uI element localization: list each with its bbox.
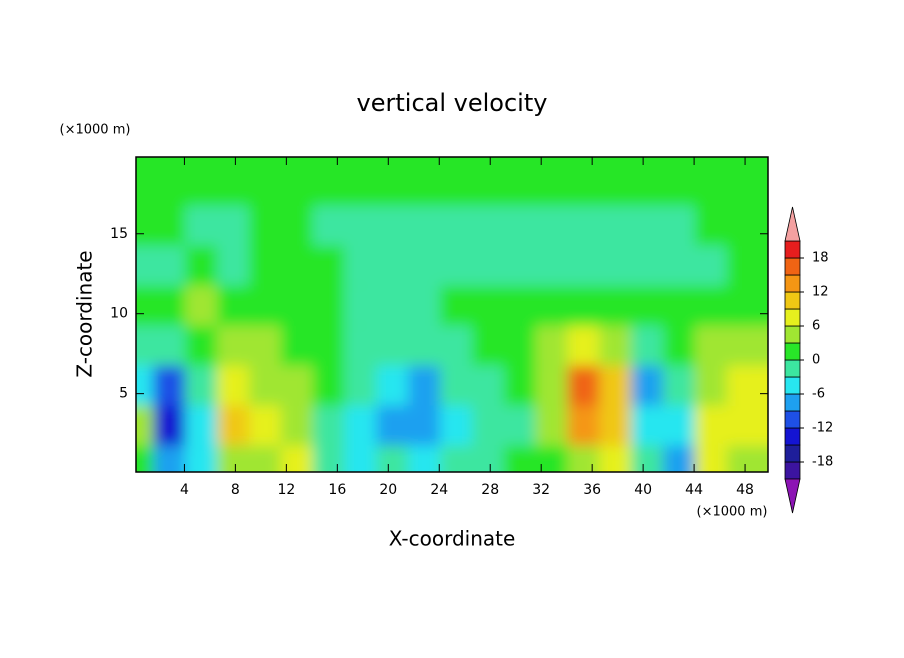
colorbar-top-arrow [784,206,801,242]
y-unit: (×1000 m) [60,123,131,138]
plot-frame [135,156,769,473]
x-tick-label: 44 [685,482,703,498]
colorbar-box [784,291,801,310]
x-tick-label: 48 [736,482,754,498]
colorbar-box [784,461,801,480]
x-tick-label: 12 [277,482,295,498]
x-axis-label: X-coordinate [389,527,516,551]
y-tick-label: 10 [110,306,128,322]
x-tick-label: 28 [481,482,499,498]
colorbar-box [784,308,801,327]
colorbar-box [784,376,801,395]
x-tick-label: 36 [583,482,601,498]
colorbar-tick-label: 18 [812,251,829,266]
y-axis-label: Z-coordinate [73,250,97,377]
x-tick-label: 32 [532,482,550,498]
colorbar-tick-label: -6 [812,387,825,402]
colorbar-bottom-arrow [784,478,801,514]
x-tick-label: 4 [180,482,189,498]
colorbar-tick-label: -18 [812,455,833,470]
x-tick-label: 40 [634,482,652,498]
chart-title: vertical velocity [357,89,548,117]
field-cell [726,157,768,206]
x-tick-label: 20 [379,482,397,498]
colorbar-box [784,342,801,361]
y-tick-label: 15 [110,226,128,242]
colorbar-box [784,240,801,259]
colorbar-tick-label: 12 [812,285,829,300]
cells [136,157,768,472]
x-unit: (×1000 m) [697,505,768,520]
colorbar-box [784,274,801,293]
colorbar-box [784,257,801,276]
field [136,157,768,472]
colorbar-box [784,444,801,463]
x-tick-label: 8 [231,482,240,498]
colorbar-box [784,427,801,446]
colorbar-tick-label: 6 [812,319,820,334]
colorbar-tick-label: 0 [812,353,820,368]
x-tick-label: 24 [430,482,448,498]
colorbar-tick-label: -12 [812,421,833,436]
colorbar-box [784,359,801,378]
colorbar-box [784,410,801,429]
y-tick-label: 5 [119,386,128,402]
colorbar-box [784,325,801,344]
x-tick-label: 16 [328,482,346,498]
colorbar-box [784,393,801,412]
